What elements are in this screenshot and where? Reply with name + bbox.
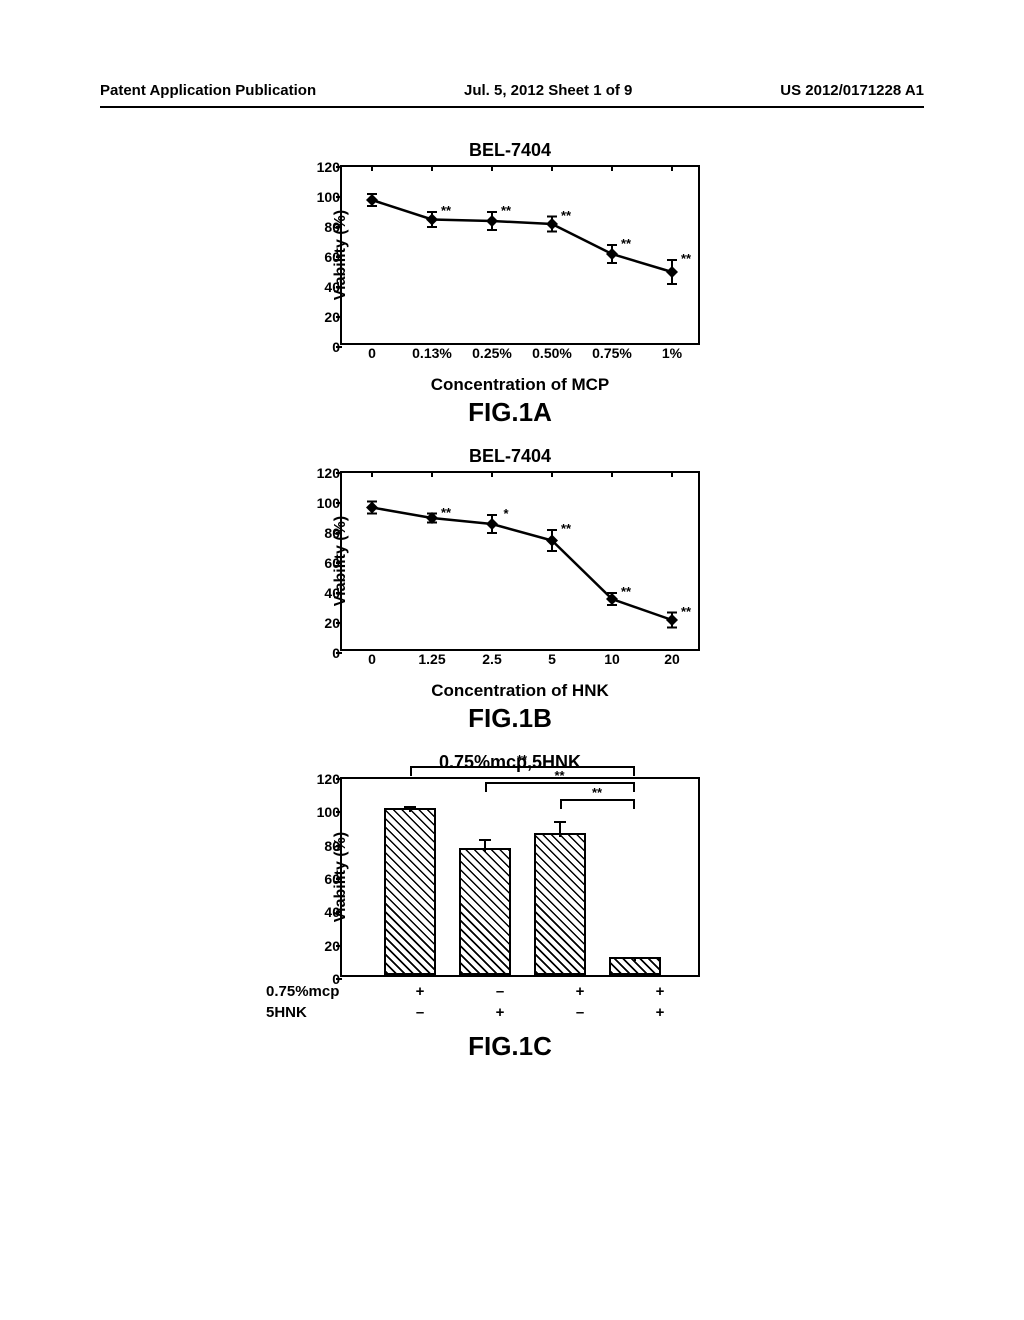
x-tick: 0 <box>368 651 376 667</box>
fig-1b-xticks: 0 1.25 2.5 5 10 20 <box>342 651 698 673</box>
y-tick: 120 <box>304 159 340 175</box>
line-series <box>342 167 702 347</box>
comparison-bracket: ** <box>410 766 635 776</box>
x-tick: 20 <box>664 651 680 667</box>
header-center: Jul. 5, 2012 Sheet 1 of 9 <box>464 82 632 99</box>
page-header: Patent Application Publication Jul. 5, 2… <box>0 82 1024 99</box>
line-series <box>342 473 702 653</box>
fig-1a-xlabel: Concentration of MCP <box>340 375 700 395</box>
y-tick: 80 <box>304 219 340 235</box>
condition-cell: + <box>620 1004 700 1021</box>
significance-marker: ** <box>554 768 564 783</box>
y-tick: 40 <box>304 585 340 601</box>
fig-1a-caption: FIG.1A <box>260 397 760 428</box>
x-tick: 1.25 <box>418 651 445 667</box>
condition-cell: + <box>460 1004 540 1021</box>
condition-cell: + <box>380 983 460 1000</box>
y-tick: 0 <box>304 645 340 661</box>
condition-cell: + <box>540 983 620 1000</box>
significance-marker: ** <box>592 785 602 800</box>
y-tick: 20 <box>304 309 340 325</box>
fig-1c-plot: Viability (%) 020406080100120 ****** <box>340 777 700 977</box>
y-tick: 60 <box>304 249 340 265</box>
y-tick: 20 <box>304 615 340 631</box>
condition-row: 5HNK–+–+ <box>260 1004 700 1021</box>
significance-marker: ** <box>517 752 527 767</box>
fig-1b-plot: Viability (%) 020406080100120 01.252.551… <box>340 471 700 651</box>
y-tick: 20 <box>304 938 340 954</box>
fig-1c-conditions: 0.75%mcp+–++5HNK–+–+ <box>260 983 700 1021</box>
fig-1b: BEL-7404 Viability (%) 020406080100120 0… <box>260 446 760 734</box>
y-tick: 0 <box>304 339 340 355</box>
y-tick: 40 <box>304 904 340 920</box>
y-tick: 40 <box>304 279 340 295</box>
x-tick: 5 <box>548 651 556 667</box>
header-rule <box>100 106 924 108</box>
fig-1b-title: BEL-7404 <box>260 446 760 467</box>
fig-1a-yticks: 020406080100120 <box>304 167 340 343</box>
fig-1a-xticks: 0 0.13% 0.25% 0.50% 0.75% 1% <box>342 345 698 367</box>
fig-1a-title: BEL-7404 <box>260 140 760 161</box>
header-left: Patent Application Publication <box>100 82 316 99</box>
y-tick: 80 <box>304 525 340 541</box>
y-tick: 100 <box>304 495 340 511</box>
figure-area: BEL-7404 Viability (%) 020406080100120 0… <box>260 140 760 1080</box>
condition-cell: – <box>380 1004 460 1021</box>
fig-1c-caption: FIG.1C <box>260 1031 760 1062</box>
fig-1a: BEL-7404 Viability (%) 020406080100120 0… <box>260 140 760 428</box>
y-tick: 60 <box>304 555 340 571</box>
x-tick: 10 <box>604 651 620 667</box>
y-tick: 100 <box>304 804 340 820</box>
x-tick: 0.25% <box>472 345 512 361</box>
y-tick: 100 <box>304 189 340 205</box>
fig-1c-yticks: 020406080100120 <box>304 779 340 975</box>
bar <box>459 848 511 975</box>
header-right: US 2012/0171228 A1 <box>780 82 924 99</box>
y-tick: 80 <box>304 838 340 854</box>
fig-1c: 0.75%mcp,5HNK Viability (%) 020406080100… <box>260 752 760 1062</box>
comparison-bracket: ** <box>560 799 635 809</box>
y-tick: 0 <box>304 971 340 987</box>
y-tick: 120 <box>304 771 340 787</box>
condition-label: 5HNK <box>260 1004 380 1021</box>
x-tick: 0 <box>368 345 376 361</box>
condition-cell: – <box>460 983 540 1000</box>
fig-1b-caption: FIG.1B <box>260 703 760 734</box>
fig-1a-plot: Viability (%) 020406080100120 00.13%0.25… <box>340 165 700 345</box>
x-tick: 1% <box>662 345 682 361</box>
comparison-bracket: ** <box>485 782 635 792</box>
condition-cell: + <box>620 983 700 1000</box>
x-tick: 2.5 <box>482 651 501 667</box>
fig-1b-xlabel: Concentration of HNK <box>340 681 700 701</box>
fig-1b-yticks: 020406080100120 <box>304 473 340 649</box>
bar <box>534 833 586 975</box>
y-tick: 120 <box>304 465 340 481</box>
x-tick: 0.50% <box>532 345 572 361</box>
bar <box>384 808 436 975</box>
condition-cell: – <box>540 1004 620 1021</box>
x-tick: 0.75% <box>592 345 632 361</box>
x-tick: 0.13% <box>412 345 452 361</box>
y-tick: 60 <box>304 871 340 887</box>
